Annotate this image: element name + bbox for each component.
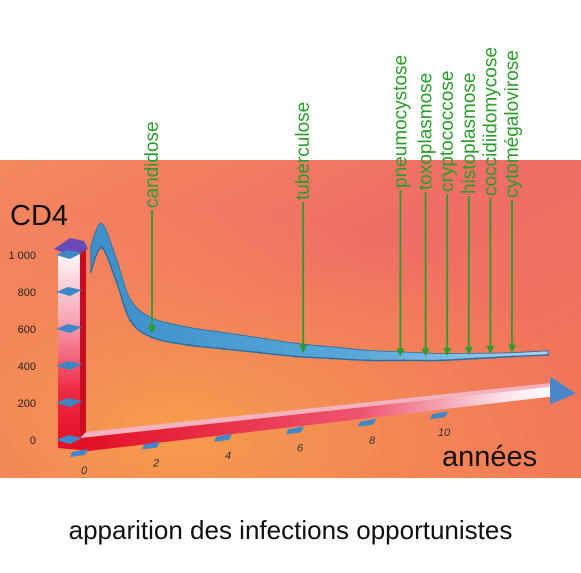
infection-label: candidose bbox=[142, 121, 163, 208]
axes bbox=[54, 238, 576, 452]
y-tick-mark bbox=[56, 287, 82, 296]
y-tick-label: 1 000 bbox=[8, 250, 36, 262]
cd4-point bbox=[402, 359, 406, 362]
y-tick-label: 600 bbox=[18, 324, 36, 336]
infection-arrowhead bbox=[443, 348, 452, 357]
infection-label: pneumocystose bbox=[390, 55, 411, 188]
x-tick-label: 6 bbox=[297, 442, 304, 454]
cd4-point bbox=[366, 359, 370, 362]
infection-label: coccidiidomycose bbox=[480, 47, 501, 196]
x-axis-bar bbox=[80, 386, 552, 452]
x-tick-label: 2 bbox=[152, 457, 159, 469]
infection-label: tuberculose bbox=[293, 102, 314, 200]
x-tick-label: 8 bbox=[369, 435, 376, 447]
cd4-point bbox=[330, 357, 334, 360]
x-tick-mark bbox=[142, 441, 160, 450]
cd4-point bbox=[150, 336, 154, 339]
x-tick-mark bbox=[430, 411, 448, 420]
cd4-point bbox=[89, 270, 93, 273]
cd4-point bbox=[546, 353, 550, 356]
cd4-series bbox=[89, 222, 550, 362]
x-tick-label: 4 bbox=[225, 450, 231, 462]
x-tick-mark bbox=[286, 426, 304, 435]
chart-caption: apparition des infections opportunistes bbox=[68, 515, 513, 545]
y-ticks: 0 200 400 600 800 1 000 bbox=[8, 250, 82, 447]
cd4-point bbox=[474, 357, 478, 360]
x-tick-mark bbox=[70, 449, 88, 457]
y-tick-label: 800 bbox=[18, 287, 36, 299]
cd4-line bbox=[90, 247, 549, 362]
y-tick-mark bbox=[56, 435, 82, 444]
x-tick-label: 10 bbox=[438, 427, 451, 439]
cd4-point bbox=[129, 319, 132, 322]
infection-arrowhead bbox=[148, 325, 156, 334]
y-tick-mark bbox=[56, 398, 82, 407]
x-tick-mark bbox=[358, 418, 376, 427]
cd4-point bbox=[100, 246, 103, 249]
cd4-point bbox=[222, 347, 226, 351]
x-ticks: 0 2 4 6 8 10 bbox=[70, 411, 451, 477]
infection-arrowhead bbox=[421, 348, 430, 357]
cd4-point bbox=[114, 279, 118, 282]
y-tick-label: 0 bbox=[30, 435, 36, 447]
infection-label: histoplasmose bbox=[459, 73, 480, 194]
infection-arrowhead bbox=[464, 346, 473, 355]
cd4-point bbox=[294, 355, 298, 358]
y-axis-bar-side bbox=[80, 245, 86, 450]
infection-arrowhead bbox=[396, 348, 405, 357]
infection-label: cytomégalovirose bbox=[502, 50, 523, 198]
infection-arrowhead bbox=[508, 344, 516, 353]
cd4-point bbox=[186, 343, 190, 347]
infection-arrowhead bbox=[486, 345, 495, 354]
x-axis-arrow bbox=[550, 376, 576, 405]
y-tick-label: 400 bbox=[18, 361, 36, 373]
y-tick-mark bbox=[56, 324, 82, 333]
y-axis-label: CD4 bbox=[10, 200, 68, 232]
x-axis-bar-top bbox=[80, 382, 556, 438]
cd4-point bbox=[510, 355, 514, 358]
cd4-point bbox=[438, 359, 442, 362]
infection-label: cryptococcose bbox=[437, 71, 458, 192]
infection-markers: candidose tuberculose pneumocystose toxopla… bbox=[142, 47, 523, 357]
y-tick-mark bbox=[56, 361, 82, 370]
y-tick-label: 200 bbox=[18, 398, 36, 410]
x-tick-label: 0 bbox=[81, 465, 88, 477]
x-axis-label: années bbox=[442, 441, 537, 473]
cd4-point bbox=[258, 351, 262, 354]
infection-arrowhead bbox=[299, 344, 308, 353]
y-axis-bar bbox=[58, 248, 80, 450]
infection-label: toxoplasmose bbox=[416, 73, 437, 190]
x-tick-mark bbox=[214, 433, 232, 442]
y-axis-arrow bbox=[54, 238, 88, 256]
y-tick-mark bbox=[56, 250, 82, 259]
